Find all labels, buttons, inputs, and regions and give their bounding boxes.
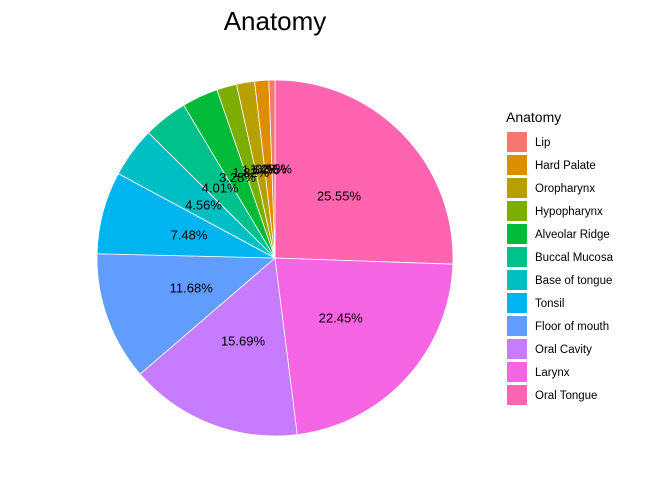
legend-title: Anatomy [506, 109, 561, 125]
slice-labels: 25.55% 22.45% 15.69% 11.68% 7.48% 4.56% 4.01%3… [170, 162, 364, 349]
slice-label-oral-cavity: 15.69% [221, 334, 266, 349]
legend-label-floor-of-mouth: Floor of mouth [535, 321, 609, 333]
slice-label-floor-of-mouth: 11.68% [170, 281, 214, 296]
pie-slices [96, 79, 454, 437]
legend-label-tonsil: Tonsil [535, 298, 564, 310]
pie-slice-floor-of-mouth [96, 253, 277, 375]
slice-label-base-of-tongue: 4.56% [185, 198, 222, 213]
slice-label-hard-palate: 1.28% [250, 162, 287, 177]
pie-slice-oral-tongue [274, 79, 454, 265]
legend-label-lip: Lip [535, 137, 550, 149]
legend-swatch-hard-palate [507, 155, 527, 175]
legend: Lip Hard Palate Oropharynx Hypopharynx Alveo… [507, 132, 614, 405]
legend-swatch-oropharynx [507, 178, 527, 198]
legend-swatch-alveolar-ridge [507, 224, 527, 244]
legend-swatch-oral-tongue [507, 385, 527, 405]
legend-swatch-buccal-mucosa [507, 247, 527, 267]
legend-label-alveolar-ridge: Alveolar Ridge [535, 229, 610, 241]
slice-label-lip: 0.55% [255, 162, 292, 177]
legend-label-hard-palate: Hard Palate [535, 160, 596, 172]
slice-label-oral-tongue: 25.55% [317, 189, 362, 204]
legend-label-oral-cavity: Oral Cavity [535, 344, 592, 356]
legend-label-oropharynx: Oropharynx [535, 183, 595, 195]
slice-label-oropharynx: 1.64% [242, 163, 279, 178]
pie-slice-larynx [274, 257, 454, 436]
slice-label-hypopharynx: 1.82% [232, 165, 269, 180]
legend-swatch-larynx [507, 362, 527, 382]
pie-slice-lip [268, 79, 276, 259]
legend-swatch-floor-of-mouth [507, 316, 527, 336]
legend-swatch-tonsil [507, 293, 527, 313]
chart-title: Anatomy [224, 6, 327, 36]
legend-label-base-of-tongue: Base of tongue [535, 275, 612, 287]
legend-swatch-oral-cavity [507, 339, 527, 359]
pie-slice-oral-cavity [139, 257, 298, 437]
legend-label-larynx: Larynx [535, 367, 570, 379]
slice-label-tonsil: 7.48% [171, 228, 208, 243]
slice-label-buccal-mucosa: 4.01% [202, 180, 239, 195]
legend-swatch-lip [507, 132, 527, 152]
legend-label-hypopharynx: Hypopharynx [535, 206, 603, 218]
legend-swatch-hypopharynx [507, 201, 527, 221]
slice-label-larynx: 22.45% [319, 311, 364, 326]
slice-label-alveolar-ridge: 3.28% [219, 170, 256, 185]
legend-label-oral-tongue: Oral Tongue [535, 390, 597, 402]
legend-swatch-base-of-tongue [507, 270, 527, 290]
legend-label-buccal-mucosa: Buccal Mucosa [535, 252, 614, 264]
